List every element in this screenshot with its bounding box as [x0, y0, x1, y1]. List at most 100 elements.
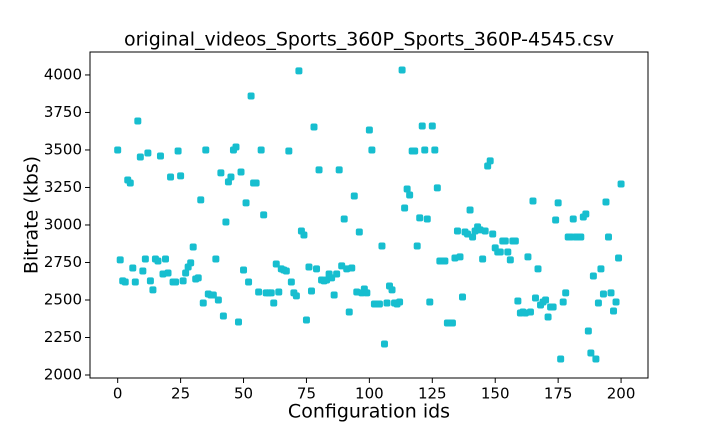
point: [396, 298, 404, 306]
point: [524, 253, 532, 261]
point: [209, 291, 217, 299]
x-tick-label: 200: [607, 385, 636, 403]
point: [350, 192, 358, 200]
point: [295, 67, 303, 75]
point: [453, 227, 461, 235]
point: [479, 255, 487, 263]
point: [416, 214, 424, 222]
point: [310, 123, 318, 131]
point: [174, 147, 182, 155]
point: [260, 211, 268, 219]
y-tick-label: 3250: [44, 178, 82, 196]
point: [305, 263, 313, 271]
point: [340, 215, 348, 223]
point: [282, 267, 290, 275]
y-tick-label: 2500: [44, 290, 82, 308]
point: [237, 168, 245, 176]
point: [544, 313, 552, 321]
point: [514, 297, 522, 305]
point: [182, 269, 190, 277]
point: [413, 242, 421, 250]
point: [441, 257, 449, 265]
point: [126, 179, 134, 187]
point: [275, 288, 283, 296]
point: [116, 256, 124, 264]
point: [365, 126, 373, 134]
point: [557, 355, 565, 363]
point: [615, 254, 623, 262]
point: [214, 296, 222, 304]
point: [234, 318, 242, 326]
point: [496, 248, 504, 256]
point: [348, 264, 356, 272]
point: [240, 266, 248, 274]
y-tick-label: 4000: [44, 65, 82, 83]
point: [554, 199, 562, 207]
point: [121, 278, 129, 286]
point: [136, 153, 144, 161]
point: [149, 286, 157, 294]
point: [466, 206, 474, 214]
point: [542, 296, 550, 304]
point: [504, 248, 512, 256]
point: [255, 288, 263, 296]
point: [232, 143, 240, 151]
point: [222, 218, 230, 226]
point: [154, 257, 162, 265]
point: [219, 312, 227, 320]
point: [146, 277, 154, 285]
point: [388, 286, 396, 294]
point: [592, 355, 600, 363]
point: [355, 228, 363, 236]
point: [428, 122, 436, 130]
x-tick-label: 125: [418, 385, 447, 403]
point: [287, 278, 295, 286]
x-tick-label: 175: [544, 385, 573, 403]
point: [599, 290, 607, 298]
point: [162, 255, 170, 263]
point: [431, 146, 439, 154]
point: [363, 289, 371, 297]
point: [202, 146, 210, 154]
point: [582, 210, 590, 218]
point: [469, 233, 477, 241]
point: [398, 66, 406, 74]
point: [489, 230, 497, 238]
point: [526, 308, 534, 316]
point: [144, 149, 152, 157]
point: [114, 146, 122, 154]
x-tick-label: 75: [297, 385, 316, 403]
point: [315, 166, 323, 174]
point: [421, 146, 429, 154]
point: [313, 265, 321, 273]
point: [481, 227, 489, 235]
point: [139, 267, 147, 275]
point: [549, 303, 557, 311]
point: [252, 179, 260, 187]
point: [177, 172, 185, 180]
x-tick-label: 25: [171, 385, 190, 403]
point: [433, 184, 441, 192]
point: [156, 152, 164, 160]
point: [217, 169, 225, 177]
point: [292, 292, 300, 300]
point: [270, 299, 278, 307]
point: [375, 300, 383, 308]
point: [423, 215, 431, 223]
point: [307, 287, 315, 295]
point: [401, 204, 409, 212]
point: [569, 215, 577, 223]
point: [577, 233, 585, 241]
point: [602, 198, 610, 206]
point: [459, 293, 467, 301]
point: [380, 340, 388, 348]
y-tick-label: 3750: [44, 103, 82, 121]
point: [531, 294, 539, 302]
point: [534, 265, 542, 273]
point: [272, 260, 280, 268]
x-tick-label: 50: [234, 385, 253, 403]
y-tick-label: 2750: [44, 253, 82, 271]
point: [167, 173, 175, 181]
point: [559, 298, 567, 306]
